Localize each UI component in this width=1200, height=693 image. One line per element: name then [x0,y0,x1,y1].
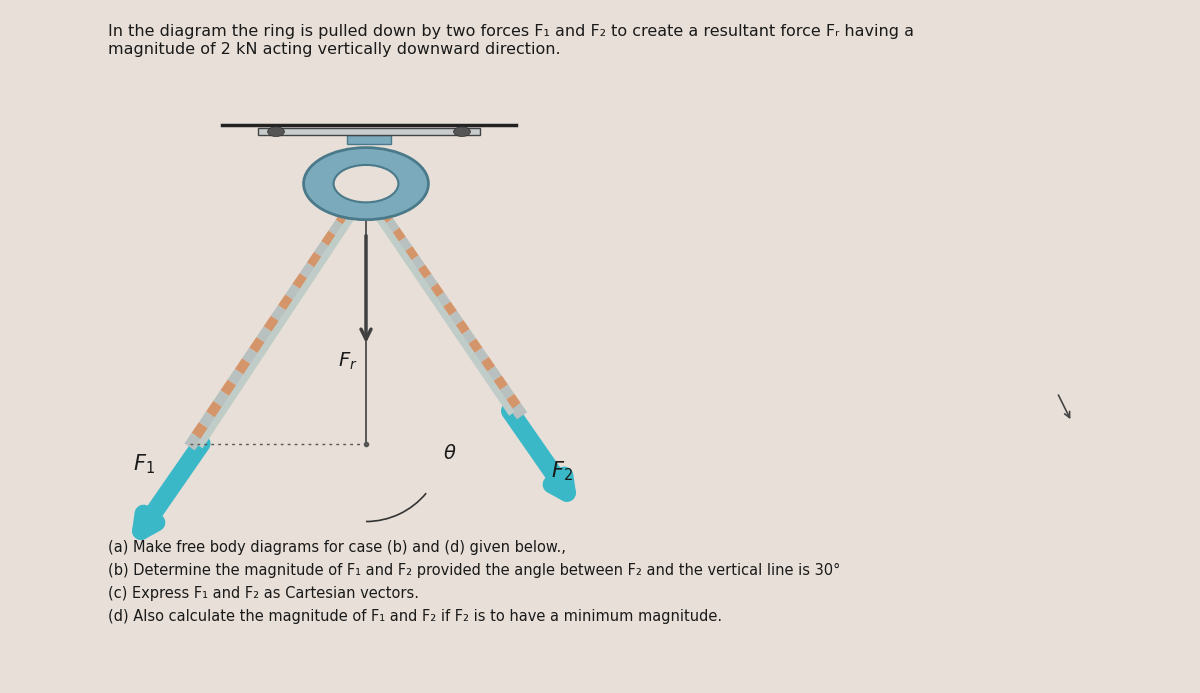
Circle shape [334,165,398,202]
Text: $F_2$: $F_2$ [551,459,572,483]
Bar [348,135,391,144]
Text: $F_1$: $F_1$ [133,453,155,476]
Text: In the diagram the ring is pulled down by two forces F₁ and F₂ to create a resul: In the diagram the ring is pulled down b… [108,24,914,57]
Circle shape [268,127,284,137]
Circle shape [304,148,428,220]
Text: (a) Make free body diagrams for case (b) and (d) given below.,
(b) Determine the: (a) Make free body diagrams for case (b)… [108,541,840,624]
Text: $F_r$: $F_r$ [338,351,358,372]
Circle shape [454,127,470,137]
Bar [258,128,480,135]
Text: $\theta$: $\theta$ [443,444,457,464]
